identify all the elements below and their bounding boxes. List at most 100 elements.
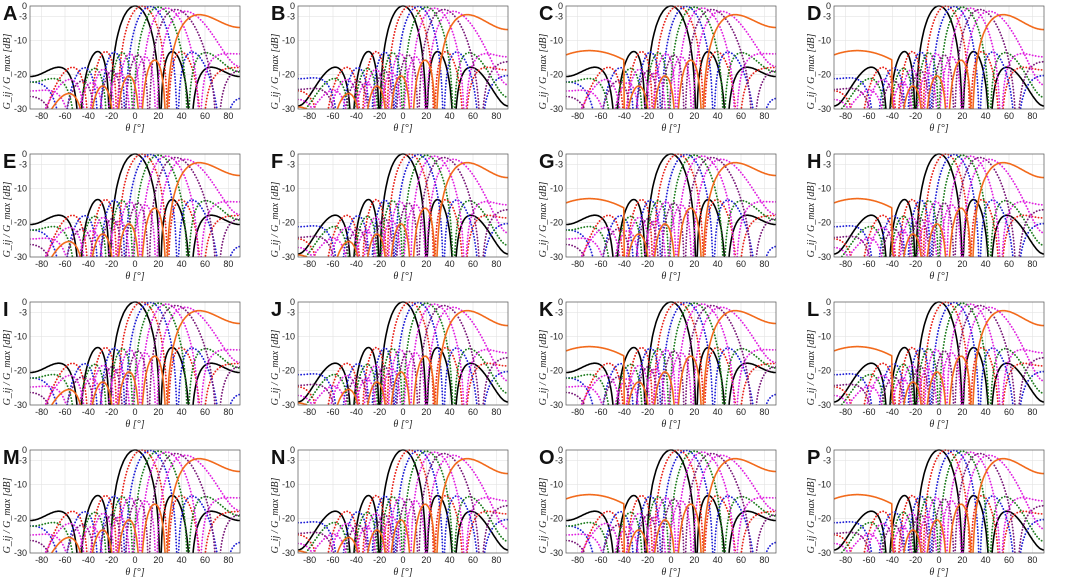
panel-k: K-80 -60 -40 -20 0 20 40 60 800-3-10-20-30θ [°]G… (538, 297, 777, 430)
y-tick-label: -30 (550, 104, 563, 114)
beam-series-5 (580, 7, 776, 109)
beam-curves (30, 301, 240, 405)
x-axis-label: θ [°] (929, 419, 948, 430)
beam-series-5 (580, 303, 776, 405)
x-tick-label: 20 (153, 259, 163, 269)
y-tick-label: 0 (290, 297, 295, 307)
axes-frame (833, 5, 1045, 110)
x-tick-label: 20 (153, 111, 163, 121)
panel-e: E-80 -60 -40 -20 0 20 40 60 800-3-10-20-30θ [°]G… (2, 149, 241, 282)
x-tick-label: 40 (445, 555, 455, 565)
x-axis-label: θ [°] (661, 271, 680, 282)
axes-frame (833, 301, 1045, 406)
y-axis-label: G_ij / G_max [dB] (2, 181, 13, 257)
x-tick-label: 60 (736, 111, 746, 121)
y-tick-label: -20 (550, 70, 563, 80)
beam-series-8 (566, 13, 776, 109)
y-tick-label: -10 (818, 331, 831, 341)
axes-frame (29, 5, 241, 110)
axes-frame (297, 5, 509, 110)
y-axis-label: G_ij / G_max [dB] (806, 181, 817, 257)
panel-h: H-80 -60 -40 -20 0 20 40 60 800-3-10-20-30θ [°]G… (806, 149, 1045, 282)
x-tick-label: -20 (909, 407, 922, 417)
y-tick-label: -10 (550, 35, 563, 45)
y-tick-label: -10 (282, 35, 295, 45)
x-tick-label: -20 (105, 407, 118, 417)
y-axis-label: G_ij / G_max [dB] (2, 477, 13, 553)
beam-series-4 (304, 6, 508, 109)
x-tick-label: 20 (689, 111, 699, 121)
x-tick-label: 40 (713, 555, 723, 565)
x-tick-label: 60 (1004, 555, 1014, 565)
panel-letter: D (807, 3, 821, 25)
x-tick-label: -40 (886, 555, 899, 565)
panel-letter: C (539, 3, 553, 25)
x-tick-label: 60 (1004, 259, 1014, 269)
axes-frame (565, 5, 777, 110)
x-tick-label: -40 (886, 259, 899, 269)
panel-letter: N (271, 447, 285, 469)
x-tick-label: 0 (668, 555, 673, 565)
x-tick-label: 40 (713, 111, 723, 121)
panel-i: I-80 -60 -40 -20 0 20 40 60 800-3-10-20-30θ [°]G… (2, 297, 241, 430)
x-tick-label: 80 (759, 259, 769, 269)
x-tick-label: -20 (909, 555, 922, 565)
beam-series-3 (566, 153, 776, 257)
beam-series-6 (834, 8, 1044, 109)
x-tick-label: 0 (936, 111, 941, 121)
y-tick-label: -20 (14, 366, 27, 376)
y-tick-label: -10 (818, 35, 831, 45)
beam-series-4 (840, 154, 1044, 257)
axes-frame (29, 301, 241, 406)
beam-series-3 (30, 449, 240, 553)
beam-series-3 (30, 301, 240, 405)
y-tick-label: -20 (14, 70, 27, 80)
beam-series-3 (30, 5, 240, 109)
x-tick-label: -40 (82, 259, 95, 269)
beam-series-3 (566, 301, 776, 405)
x-tick-label: 80 (491, 259, 501, 269)
panel-l: L-80 -60 -40 -20 0 20 40 60 800-3-10-20-30θ [°]G… (806, 297, 1045, 430)
y-tick-label: -30 (282, 104, 295, 114)
x-tick-label: -20 (641, 111, 654, 121)
x-tick-label: -80 (35, 407, 48, 417)
beam-series-3 (834, 153, 1044, 257)
y-tick-label: -20 (282, 70, 295, 80)
y-axis-label: G_ij / G_max [dB] (538, 181, 549, 257)
beam-series-5 (44, 7, 240, 109)
x-tick-label: -60 (862, 111, 875, 121)
x-tick-label: 60 (1004, 111, 1014, 121)
beam-series-5 (298, 451, 508, 553)
panel-o: O-80 -60 -40 -20 0 20 40 60 800-3-10-20-30θ [°]G… (538, 445, 777, 578)
x-tick-label: 20 (957, 555, 967, 565)
y-tick-label: -30 (282, 548, 295, 558)
y-tick-label: -3 (19, 455, 27, 465)
x-tick-label: 0 (668, 407, 673, 417)
y-tick-label: -20 (818, 70, 831, 80)
y-tick-label: -3 (823, 307, 831, 317)
x-tick-label: -80 (303, 259, 316, 269)
x-tick-label: -20 (641, 407, 654, 417)
beam-series-4 (304, 450, 508, 553)
panel-m: M-80 -60 -40 -20 0 20 40 60 800-3-10-20-30θ [°]G… (2, 445, 241, 578)
x-tick-label: -40 (350, 259, 363, 269)
y-tick-label: -3 (287, 159, 295, 169)
y-axis-label: G_ij / G_max [dB] (538, 33, 549, 109)
y-tick-label: -10 (14, 35, 27, 45)
axes-frame (833, 449, 1045, 554)
y-tick-label: -20 (550, 514, 563, 524)
panel-c: C-80 -60 -40 -20 0 20 40 60 800-3-10-20-30θ [°]G… (538, 1, 777, 134)
x-tick-label: 60 (200, 259, 210, 269)
x-tick-label: 0 (668, 111, 673, 121)
beam-series-3 (30, 153, 240, 257)
y-axis-label: G_ij / G_max [dB] (270, 329, 281, 405)
x-tick-label: 60 (468, 259, 478, 269)
x-tick-label: -20 (105, 555, 118, 565)
x-tick-label: 80 (223, 259, 233, 269)
beam-series-8 (834, 13, 1044, 109)
x-tick-label: 40 (981, 407, 991, 417)
beam-curves (30, 449, 240, 553)
x-tick-label: -60 (326, 407, 339, 417)
x-tick-label: 0 (400, 111, 405, 121)
x-tick-label: 80 (223, 111, 233, 121)
